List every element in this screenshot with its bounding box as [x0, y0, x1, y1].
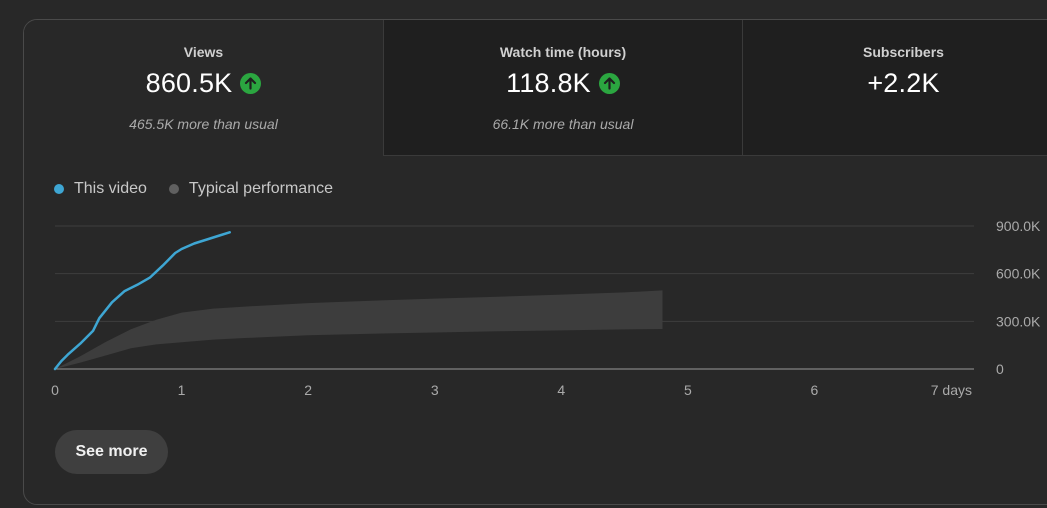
legend-label: Typical performance — [188, 180, 333, 197]
y-tick-label: 0 — [996, 361, 1004, 377]
x-tick-label: 6 — [811, 382, 819, 398]
metric-tab-subscribers[interactable]: Subscribers +2.2K — [742, 20, 1047, 156]
typical-performance-band — [55, 290, 663, 369]
metric-tabs: Views 860.5K 465.5K more than usual Watc… — [24, 20, 1047, 156]
y-tick-label: 900.0K — [996, 218, 1041, 234]
metric-value-row: 860.5K — [24, 68, 383, 99]
y-tick-label: 300.0K — [996, 313, 1041, 329]
views-chart: 0 300.0K 600.0K 900.0K 0 1 2 3 4 5 6 7 days — [51, 218, 1041, 398]
x-tick-label: 0 — [51, 382, 59, 398]
metric-value: 860.5K — [145, 68, 233, 98]
metric-comparison: 465.5K more than usual — [129, 116, 278, 132]
x-tick-label: 3 — [431, 382, 439, 398]
series-line-this-video — [53, 231, 231, 371]
legend-dot-this-video — [54, 184, 64, 194]
metric-comparison: 66.1K more than usual — [492, 116, 634, 132]
arrow-up-icon — [598, 73, 620, 94]
metric-tab-watch-time[interactable]: Watch time (hours) 118.8K 66.1K more tha… — [383, 20, 742, 156]
metric-label: Watch time (hours) — [499, 44, 627, 60]
x-tick-label: 7 days — [931, 382, 972, 398]
metric-value: 118.8K — [506, 68, 591, 98]
metric-value: +2.2K — [867, 68, 940, 98]
x-tick-label: 2 — [304, 382, 312, 398]
metric-label: Views — [183, 44, 224, 60]
see-more-button[interactable]: See more — [55, 430, 168, 474]
metric-label: Subscribers — [863, 44, 944, 60]
legend-item-typical: Typical performance — [168, 180, 333, 198]
chart-legend: This video Typical performance — [54, 180, 355, 198]
arrow-up-icon — [240, 73, 262, 94]
metric-value-row: 118.8K — [384, 68, 742, 99]
metric-value-row: +2.2K — [743, 68, 1047, 99]
legend-label: This video — [74, 180, 147, 197]
legend-item-this-video: This video — [54, 180, 147, 198]
x-tick-label: 4 — [557, 382, 565, 398]
legend-dot-typical — [168, 184, 179, 194]
analytics-card: Views 860.5K 465.5K more than usual Watc… — [23, 19, 1047, 505]
x-tick-label: 1 — [178, 382, 186, 398]
y-tick-label: 600.0K — [996, 266, 1041, 282]
metric-tab-views[interactable]: Views 860.5K 465.5K more than usual — [24, 20, 383, 156]
x-tick-label: 5 — [684, 382, 692, 398]
